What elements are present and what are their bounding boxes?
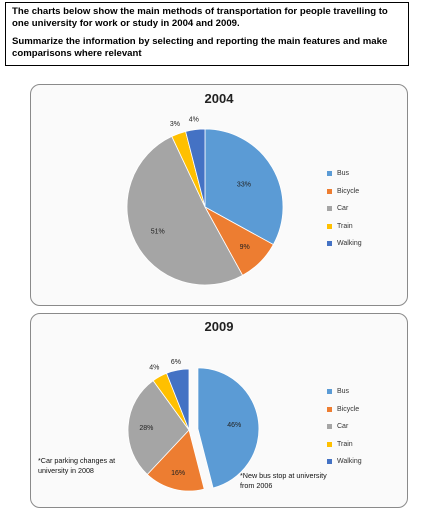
legend-item-bus: Bus: [327, 165, 362, 183]
legend-label: Bicycle: [337, 187, 360, 195]
legend-item-train: Train: [327, 218, 362, 236]
legend-swatch: [327, 188, 332, 194]
legend-swatch: [327, 459, 332, 465]
pie-slice-car: [126, 135, 244, 286]
legend-item-bus: Bus: [327, 383, 362, 401]
pie-slice-walking: [185, 128, 206, 208]
legend-label: Car: [337, 423, 349, 431]
legend-item-train: Train: [327, 436, 362, 454]
data-label-bicycle: 16%: [171, 470, 185, 477]
legend-label: Bus: [337, 170, 350, 178]
legend-swatch: [327, 206, 332, 212]
pie-slice-bus: [204, 128, 284, 246]
data-label-car: 51%: [151, 229, 165, 236]
legend-swatch: [327, 241, 332, 247]
legend-2009: Bus Bicycle Car Train Walking: [327, 383, 362, 471]
data-label-train: 3%: [170, 121, 180, 128]
legend-swatch: [327, 441, 332, 447]
pie-slice-walking: [166, 368, 190, 431]
legend-2004: Bus Bicycle Car Train Walking: [327, 165, 362, 253]
legend-label: Walking: [337, 240, 362, 248]
data-label-walking: 4%: [189, 116, 199, 123]
chart-title: 2004: [204, 91, 234, 106]
car-parking-note: *Car parking changes at university in 20…: [38, 456, 116, 475]
legend-item-car: Car: [327, 418, 362, 436]
legend-label: Walking: [337, 458, 362, 466]
legend-label: Train: [337, 222, 353, 230]
legend-item-walking: Walking: [327, 235, 362, 253]
chart-panel-2004: 2004 33% 9% 51% 3% 4% Bus Bicycle Car Train Walk…: [30, 84, 408, 306]
legend-label: Bus: [337, 388, 350, 396]
data-label-car: 28%: [139, 425, 153, 432]
pie-slice-bicycle: [146, 429, 205, 492]
data-label-train: 4%: [149, 364, 159, 371]
legend-label: Bicycle: [337, 405, 360, 413]
legend-item-bicycle: Bicycle: [327, 401, 362, 419]
legend-swatch: [327, 223, 332, 229]
pie-slice-bus: [197, 367, 260, 489]
data-label-walking: 6%: [171, 359, 181, 366]
task-instruction: Summarize the information by selecting a…: [12, 35, 388, 60]
legend-swatch: [327, 171, 332, 177]
data-label-bicycle: 9%: [240, 244, 250, 251]
bus-stop-note: *New bus stop at university from 2006: [240, 471, 327, 490]
legend-swatch: [327, 424, 332, 430]
legend-item-bicycle: Bicycle: [327, 183, 362, 201]
task-description: The charts below show the main methods o…: [12, 6, 388, 30]
legend-item-car: Car: [327, 200, 362, 218]
legend-label: Car: [337, 205, 349, 213]
data-label-bus: 46%: [227, 422, 241, 429]
legend-swatch: [327, 389, 332, 395]
pie-chart-2009: 46% 16% 28% 4% 6%: [127, 359, 260, 492]
pie-chart-2004: 33% 9% 51% 3% 4%: [126, 116, 284, 286]
legend-swatch: [327, 406, 332, 412]
chart-title: 2009: [204, 319, 234, 334]
chart-panel-2009: 2009 46% 16% 28% 4% 6% Bus Bicycle Car Train Wal…: [30, 313, 408, 508]
legend-item-walking: Walking: [327, 453, 362, 471]
legend-label: Train: [337, 440, 353, 448]
pie-slice-car: [127, 380, 190, 476]
data-label-bus: 33%: [237, 181, 251, 188]
task-prompt-box: The charts below show the main methods o…: [5, 2, 409, 66]
